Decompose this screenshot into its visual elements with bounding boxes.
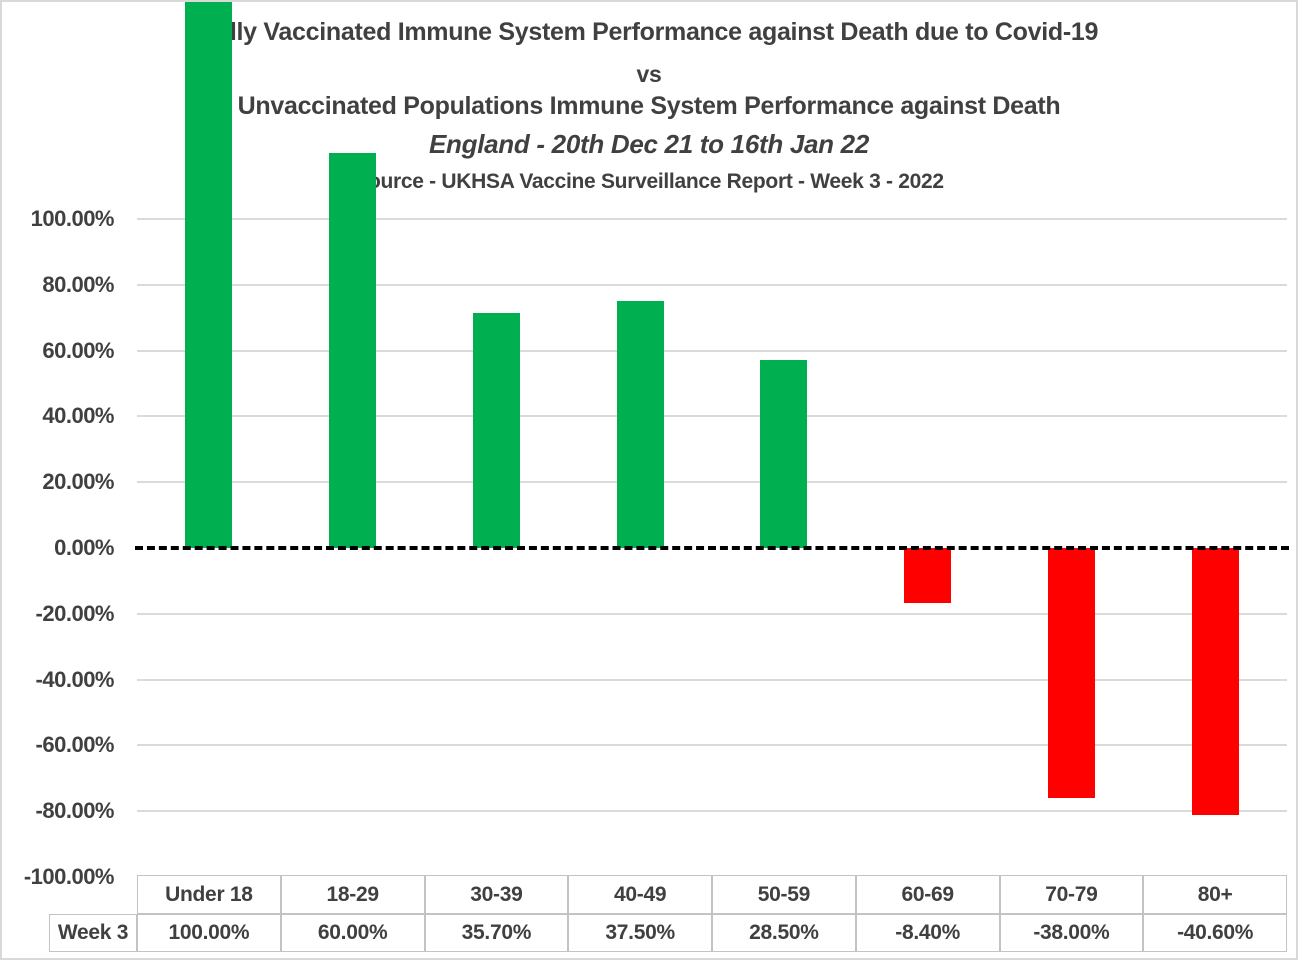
table-header-60-69: 60-69: [855, 875, 1000, 914]
bar-60-69: [904, 548, 952, 604]
table-value-50-59: 28.50%: [712, 914, 856, 952]
gridline-100: [137, 218, 1287, 220]
y-axis-tick-label: -40.00%: [35, 666, 115, 692]
y-axis-tick-label: -100.00%: [23, 864, 115, 889]
table-row-label: Week 3: [49, 914, 137, 952]
bar-40-49: [616, 301, 664, 548]
table-header-18-29: 18-29: [280, 875, 425, 914]
y-axis-tick-label: -80.00%: [35, 798, 115, 824]
gridline-60: [137, 349, 1287, 352]
gridline-20: [137, 481, 1287, 484]
bar-80: [1191, 548, 1239, 816]
table-value-60-69: -8.40%: [855, 914, 1000, 952]
gridline--80: [137, 810, 1287, 813]
table-value-under-18: 100.00%: [137, 914, 281, 952]
table-header-80: 80+: [1143, 875, 1287, 914]
gridline-80: [137, 283, 1287, 286]
bar-70-79: [1047, 548, 1095, 799]
table-header-40-49: 40-49: [568, 875, 712, 914]
chart-title-vs: vs: [636, 61, 662, 87]
table-value-40-49: 37.50%: [568, 914, 712, 952]
zero-dashed-line: [135, 546, 1289, 550]
bar-18-29: [329, 153, 377, 548]
y-axis-tick-label: 20.00%: [42, 469, 114, 495]
table-header-30-39: 30-39: [424, 875, 569, 914]
table-value-30-39: 35.70%: [424, 914, 569, 952]
chart-subtitle-period: England - 20th Dec 21 to 16th Jan 22: [429, 129, 869, 159]
bar-under-18: [185, 2, 233, 548]
y-axis-tick-label: 60.00%: [42, 337, 114, 363]
bar-50-59: [760, 360, 808, 548]
gridline--40: [137, 678, 1287, 681]
bar-30-39: [472, 313, 520, 548]
y-axis-tick-label: 0.00%: [54, 535, 114, 560]
gridline-40: [137, 415, 1287, 418]
table-header-under-18: Under 18: [137, 875, 281, 914]
table-header-50-59: 50-59: [712, 875, 856, 914]
y-axis-tick-label: 40.00%: [42, 403, 114, 429]
y-axis-tick-label: -60.00%: [35, 732, 115, 758]
chart-title-line1: Fully Vaccinated Immune System Performan…: [199, 18, 1099, 46]
gridline--20: [137, 612, 1287, 615]
gridline--60: [137, 744, 1287, 747]
y-axis-tick-label: 100.00%: [30, 206, 115, 231]
table-value-80: -40.60%: [1143, 914, 1287, 952]
table-value-18-29: 60.00%: [280, 914, 425, 952]
y-axis-tick-label: -20.00%: [35, 600, 115, 626]
table-header-70-79: 70-79: [999, 875, 1144, 914]
table-value-70-79: -38.00%: [999, 914, 1144, 952]
chart-source-line: Source - UKHSA Vaccine Surveillance Repo…: [354, 170, 944, 193]
y-axis-tick-label: 80.00%: [42, 271, 114, 297]
chart-title-line2: Unvaccinated Populations Immune System P…: [237, 92, 1061, 120]
